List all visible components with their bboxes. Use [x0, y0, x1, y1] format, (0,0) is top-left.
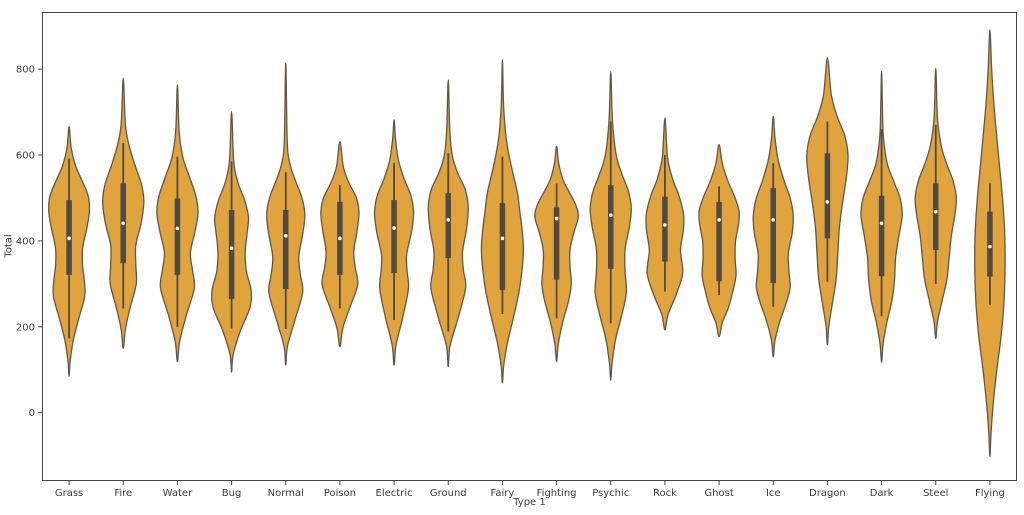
x-tick-label-ghost: Ghost: [704, 488, 733, 499]
median-dot-flying: [988, 244, 992, 249]
y-tick-label: 0: [29, 408, 35, 419]
y-tick-label: 800: [16, 65, 35, 76]
iqr-box-electric: [391, 200, 397, 274]
y-tick-label: 400: [16, 236, 35, 247]
x-tick-label-psychic: Psychic: [592, 488, 629, 499]
iqr-box-ghost: [716, 201, 722, 282]
iqr-box-dark: [878, 195, 885, 277]
iqr-box-psychic: [608, 185, 614, 269]
iqr-box-ice: [770, 188, 776, 284]
iqr-box-ground: [445, 193, 451, 259]
x-tick-label-rock: Rock: [653, 488, 677, 499]
y-tick-label: 200: [16, 322, 35, 333]
x-tick-label-ground: Ground: [430, 488, 467, 499]
x-tick-label-fighting: Fighting: [537, 488, 577, 499]
x-tick-label-ice: Ice: [766, 488, 781, 499]
iqr-box-fighting: [553, 207, 560, 280]
median-dot-normal: [283, 233, 288, 238]
x-axis-label: Type 1: [513, 497, 546, 508]
iqr-box-bug: [228, 209, 235, 299]
x-tick-label-steel: Steel: [923, 488, 948, 499]
x-tick-label-electric: Electric: [376, 488, 413, 499]
x-tick-label-flying: Flying: [975, 488, 1005, 499]
x-tick-label-fairy: Fairy: [491, 488, 515, 499]
x-tick-label-bug: Bug: [222, 488, 242, 499]
median-dot-poison: [338, 236, 342, 241]
iqr-box-dragon: [824, 153, 831, 239]
median-dot-grass: [67, 236, 71, 241]
plot-border: [42, 12, 1017, 481]
x-tick-label-normal: Normal: [268, 488, 304, 499]
iqr-box-normal: [283, 209, 289, 290]
median-dot-fighting: [554, 216, 559, 221]
median-dot-bug: [229, 246, 234, 251]
y-tick-label: 600: [16, 151, 35, 162]
iqr-box-fairy: [499, 203, 506, 290]
median-dot-fire: [121, 221, 126, 226]
x-tick-label-water: Water: [163, 488, 193, 499]
median-dot-dark: [879, 221, 884, 226]
median-dot-dragon: [825, 200, 830, 204]
x-tick-label-fire: Fire: [114, 488, 132, 499]
median-dot-water: [175, 226, 180, 231]
x-tick-label-grass: Grass: [55, 488, 83, 499]
median-dot-fairy: [500, 236, 505, 241]
median-dot-ghost: [717, 218, 721, 222]
iqr-box-steel: [933, 183, 939, 250]
median-dot-electric: [392, 226, 396, 230]
median-dot-ground: [446, 218, 451, 222]
y-axis-label: Total: [3, 234, 15, 258]
median-dot-steel: [933, 209, 938, 214]
iqr-box-rock: [662, 196, 668, 262]
median-dot-psychic: [608, 213, 613, 217]
x-tick-label-poison: Poison: [324, 488, 356, 499]
median-dot-ice: [771, 218, 776, 222]
iqr-box-water: [174, 198, 181, 275]
x-tick-label-dark: Dark: [870, 488, 894, 499]
median-dot-rock: [663, 223, 667, 227]
iqr-box-flying: [987, 211, 993, 277]
x-tick-label-dragon: Dragon: [809, 488, 846, 499]
